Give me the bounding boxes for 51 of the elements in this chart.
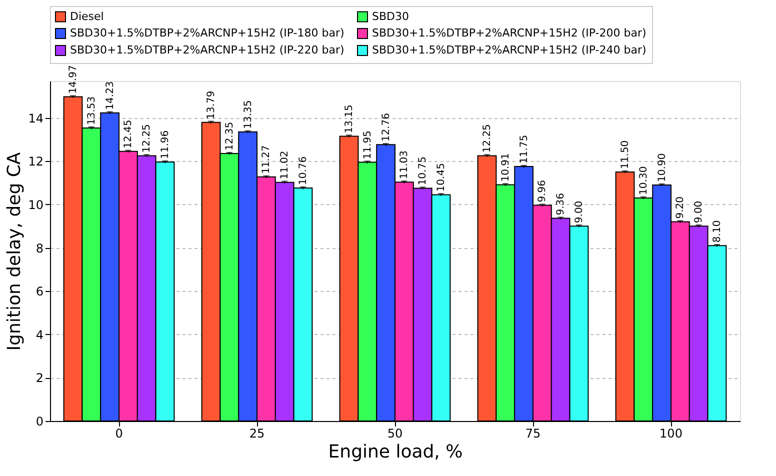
data-label: 9.96: [537, 180, 548, 202]
y-tick-label: 12: [28, 154, 44, 169]
y-tick-label: 2: [36, 371, 44, 386]
x-tick-label: 25: [249, 426, 265, 440]
data-label: 10.75: [418, 156, 429, 186]
data-label: 12.25: [142, 124, 153, 153]
data-label: 12.45: [123, 120, 134, 148]
x-tick-label: 0: [115, 426, 123, 440]
data-label: 10.90: [656, 153, 668, 182]
legend-label: SBD30: [372, 10, 409, 23]
data-label: 12.25: [482, 124, 493, 153]
data-label: 13.35: [242, 100, 254, 129]
data-label: 9.36: [556, 193, 567, 216]
x-tick-label: 100: [660, 426, 682, 440]
legend-label: SBD30+1.5%DTBP+2%ARCNP+15H2 (IP-220 bar): [70, 44, 344, 56]
data-label: 13.53: [86, 96, 98, 125]
y-tick-label: 0: [36, 414, 44, 428]
data-label: 9.20: [675, 196, 686, 219]
x-tick-label: 75: [525, 426, 541, 440]
legend-label: SBD30+1.5%DTBP+2%ARCNP+15H2 (IP-240 bar): [372, 44, 646, 56]
data-label: 11.50: [620, 140, 631, 169]
y-tick-label: 4: [36, 328, 44, 342]
data-label: 11.27: [261, 145, 272, 174]
y-tick-label: 8: [36, 241, 44, 256]
data-label: 11.03: [399, 150, 410, 180]
data-label: 9.00: [574, 200, 585, 224]
data-label: 10.30: [638, 166, 650, 195]
data-label: 13.79: [206, 90, 217, 120]
data-label: 12.76: [380, 113, 392, 142]
data-label: 12.35: [224, 122, 236, 151]
data-label: 11.75: [518, 134, 530, 164]
data-label: 9.00: [694, 200, 705, 224]
data-label: 10.45: [436, 163, 447, 192]
x-axis-title: Engine load, %: [328, 442, 463, 462]
data-label: 13.15: [344, 104, 355, 134]
legend-label: SBD30+1.5%DTBP+2%ARCNP+15H2 (IP-200 bar): [372, 26, 646, 40]
data-label: 11.96: [160, 130, 171, 159]
y-tick-label: 6: [36, 284, 44, 299]
y-axis-title: Ignition delay, deg CA: [4, 152, 26, 351]
legend-label: Diesel: [70, 10, 104, 23]
data-label: 14.97: [68, 65, 79, 94]
y-tick-label: 10: [28, 198, 44, 212]
data-label: 11.95: [362, 130, 374, 160]
data-label: 10.76: [298, 156, 309, 185]
data-label: 8.10: [712, 220, 723, 243]
x-tick-label: 50: [387, 426, 403, 440]
legend-label: SBD30+1.5%DTBP+2%ARCNP+15H2 (IP-180 bar): [70, 26, 344, 40]
y-tick-label: 14: [28, 111, 44, 126]
data-label: 14.23: [104, 81, 116, 110]
data-label: 10.91: [500, 153, 512, 182]
data-label: 11.02: [280, 150, 291, 180]
